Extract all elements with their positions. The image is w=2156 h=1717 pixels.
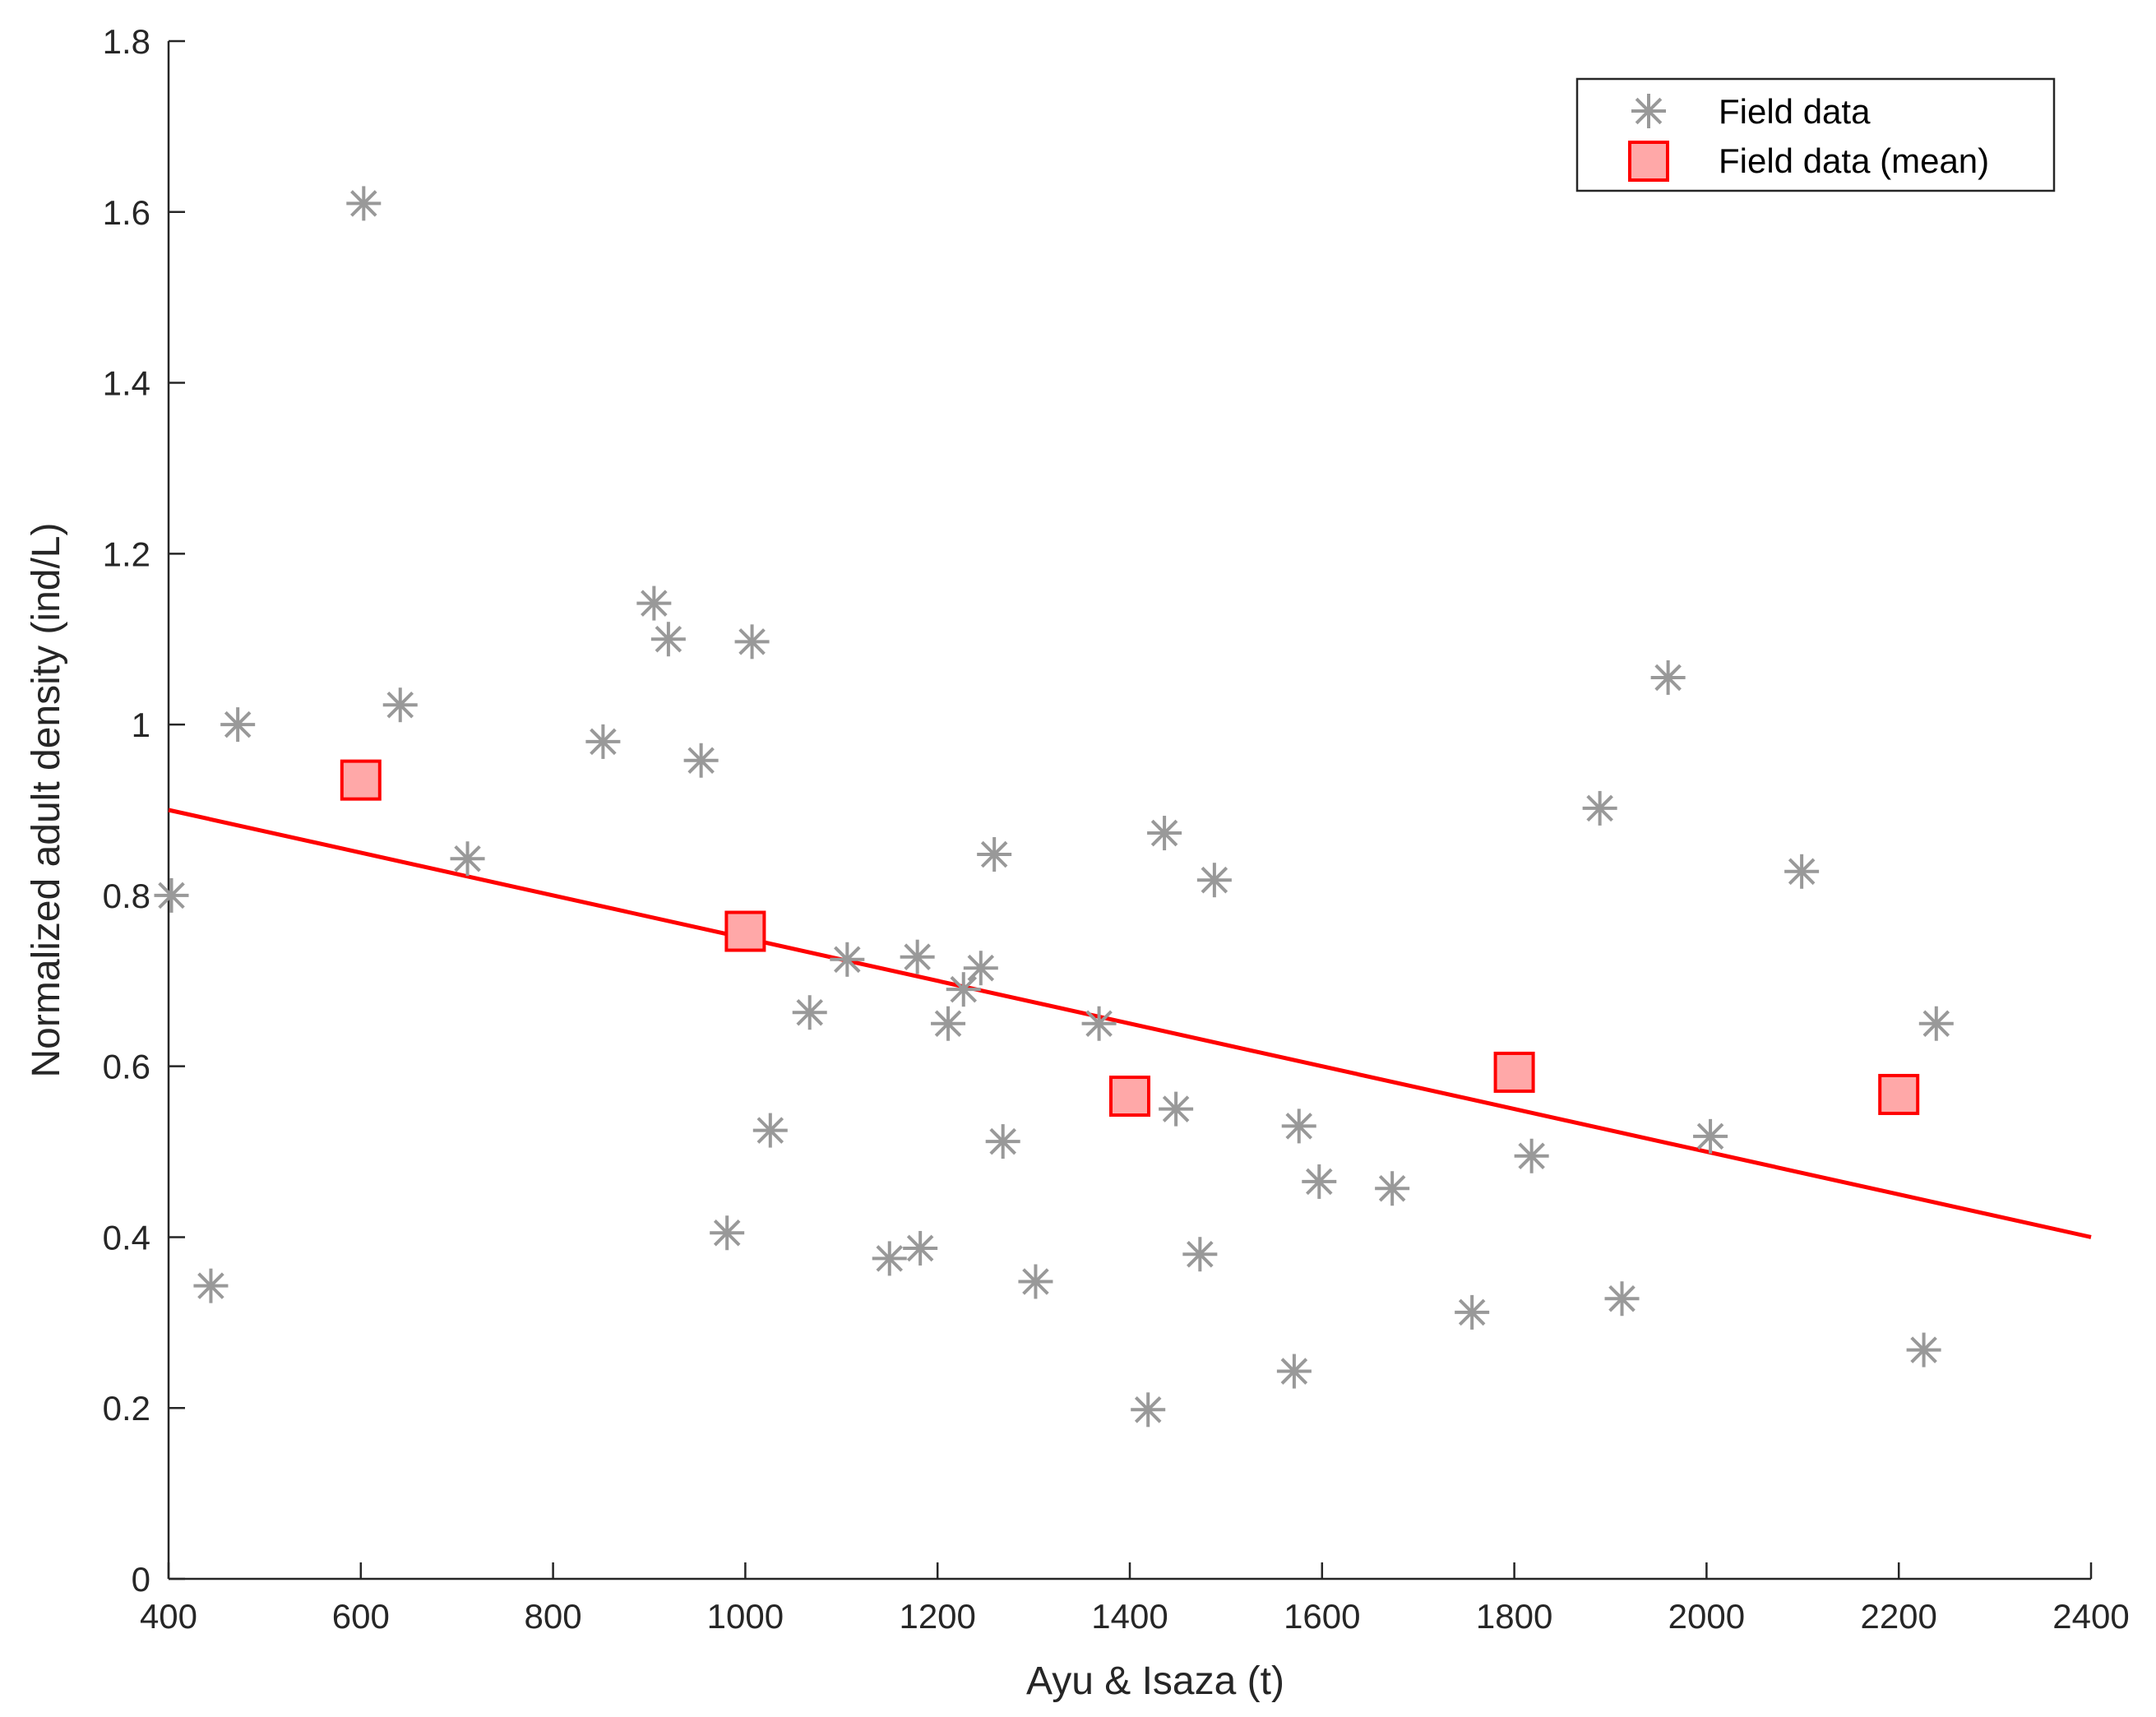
field-data-point: [1281, 1108, 1316, 1144]
field-data-point: [734, 624, 770, 659]
field-data-point: [1147, 816, 1182, 851]
field-data-point: [903, 1230, 938, 1266]
x-tick-label: 1800: [1476, 1597, 1552, 1636]
field-data-point: [985, 1124, 1020, 1159]
field-data-point: [450, 841, 485, 877]
field-data-mean-point: [724, 910, 766, 952]
field-data-point: [1375, 1171, 1410, 1206]
y-tick-label: 1.8: [103, 22, 150, 61]
field-data-point: [1906, 1332, 1941, 1368]
y-axis: 0 0.2 0.4 0.6 0.8 1 1.2 1.4 1.6 1.8: [103, 22, 185, 1599]
field-data-point: [946, 972, 981, 1007]
field-data-point: [830, 942, 865, 977]
field-data-point: [977, 837, 1012, 872]
x-axis: 400 600 800 1000 1200 1400 1600 1800 2000 2200 240…: [140, 1562, 2130, 1636]
field-data-point: [963, 951, 998, 986]
field-data-point: [585, 724, 621, 759]
field-data-point: [636, 585, 672, 621]
field-data-point: [900, 939, 935, 974]
y-tick-label: 1: [132, 706, 150, 744]
x-tick-label: 2200: [1860, 1597, 1936, 1636]
field-data-point: [1196, 863, 1232, 898]
field-data-point: [1159, 1091, 1194, 1127]
field-data-point: [1276, 1354, 1312, 1389]
x-tick-label: 1400: [1091, 1597, 1168, 1636]
y-tick-label: 0.6: [103, 1048, 150, 1086]
field-data-mean-point: [1109, 1076, 1150, 1118]
y-tick-label: 0.4: [103, 1218, 150, 1257]
field-data-point: [346, 186, 382, 221]
legend-label-field-data: Field data: [1719, 92, 1871, 131]
field-data-point: [931, 1006, 966, 1041]
data-marks: [154, 186, 2092, 1428]
field-data-point: [1650, 659, 1686, 695]
x-tick-label: 400: [140, 1597, 197, 1636]
plot-area: [167, 41, 2091, 1580]
x-axis-label: Ayu & Isaza (t): [1026, 1659, 1284, 1703]
y-tick-label: 0.2: [103, 1389, 150, 1428]
legend: Field data Field data (mean): [1575, 77, 2056, 192]
y-tick-label: 0.8: [103, 877, 150, 915]
field-data-point: [1131, 1392, 1166, 1428]
field-data-mean-point: [340, 759, 382, 801]
field-data-point: [1582, 790, 1617, 826]
x-tick-label: 800: [525, 1597, 582, 1636]
field-data-mean-point: [1493, 1051, 1535, 1093]
y-tick-label: 1.6: [103, 193, 150, 232]
x-tick-label: 1000: [707, 1597, 784, 1636]
field-data-point: [1918, 1006, 1954, 1041]
fit-line: [168, 808, 2092, 1239]
x-tick-label: 2400: [2052, 1597, 2129, 1636]
legend-marker-field-data-mean: [1628, 141, 1669, 182]
x-tick-label: 2000: [1668, 1597, 1745, 1636]
legend-marker-field-data: [1631, 94, 1666, 128]
y-tick-label: 1.4: [103, 364, 150, 403]
field-data-point: [1784, 854, 1820, 889]
field-data-point: [710, 1215, 745, 1251]
x-tick-label: 1600: [1284, 1597, 1360, 1636]
field-data-point: [792, 995, 827, 1030]
x-tick-label: 600: [332, 1597, 390, 1636]
field-data-point: [1182, 1237, 1218, 1272]
field-data-point: [752, 1113, 788, 1148]
y-tick-label: 1.2: [103, 535, 150, 573]
field-data-point: [1514, 1138, 1549, 1173]
field-data-point: [220, 707, 256, 743]
field-data-point: [1018, 1264, 1053, 1299]
field-data-point: [872, 1241, 907, 1276]
field-data-point: [1302, 1164, 1337, 1199]
y-axis-label: Normalized adult density (ind/L): [25, 523, 68, 1078]
x-tick-label: 1200: [899, 1597, 975, 1636]
y-tick-label: 0: [132, 1560, 150, 1599]
field-data-point: [193, 1268, 229, 1303]
field-data-point: [154, 877, 189, 913]
legend-label-field-data-mean: Field data (mean): [1719, 141, 1989, 180]
field-data-point: [1455, 1294, 1490, 1330]
field-data-point: [382, 687, 418, 723]
legend-asterisk: [1631, 94, 1666, 128]
field-data-point: [1081, 1006, 1117, 1041]
field-data-point: [683, 743, 719, 778]
field-data-point: [1693, 1118, 1728, 1154]
field-data-point: [1604, 1281, 1640, 1317]
field-data-mean-point: [1878, 1073, 1920, 1115]
field-data-point: [650, 622, 686, 657]
